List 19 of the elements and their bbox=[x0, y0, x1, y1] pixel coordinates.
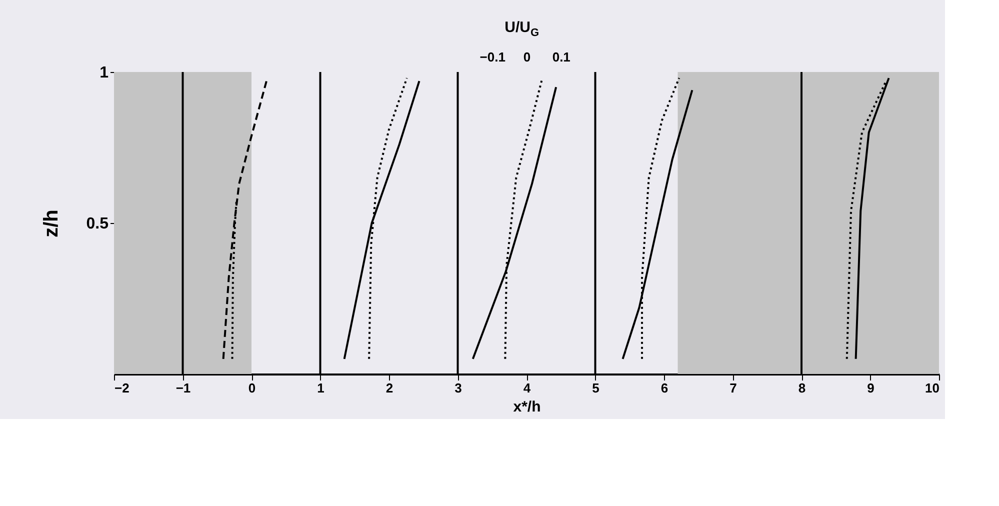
x-tick-label: 1 bbox=[317, 380, 324, 396]
x-tick-label: 10 bbox=[925, 380, 940, 396]
x-axis-title: x*/h bbox=[513, 398, 541, 416]
x-tick-label: 3 bbox=[454, 380, 462, 396]
x-tick-label: 7 bbox=[730, 380, 737, 396]
x-tick-label: −2 bbox=[114, 380, 130, 396]
x-tick-label: 0 bbox=[248, 380, 256, 396]
x-tick-label: 2 bbox=[386, 380, 394, 396]
x-tick-label: 8 bbox=[798, 380, 806, 396]
x-tick-label: 5 bbox=[592, 380, 600, 396]
x-tick-label: 9 bbox=[867, 380, 874, 396]
y-tick-label: 0.5 bbox=[86, 216, 109, 232]
y-axis-title: z/h bbox=[40, 210, 62, 238]
x2-tick-label: −0.1 bbox=[480, 50, 506, 64]
x-tick-label: 4 bbox=[523, 380, 532, 396]
x-tick-label: 6 bbox=[660, 380, 668, 396]
x-tick-label: −1 bbox=[176, 380, 191, 396]
x2-tick-label: 0.1 bbox=[552, 50, 570, 64]
x2-tick-label: 0 bbox=[523, 50, 531, 64]
